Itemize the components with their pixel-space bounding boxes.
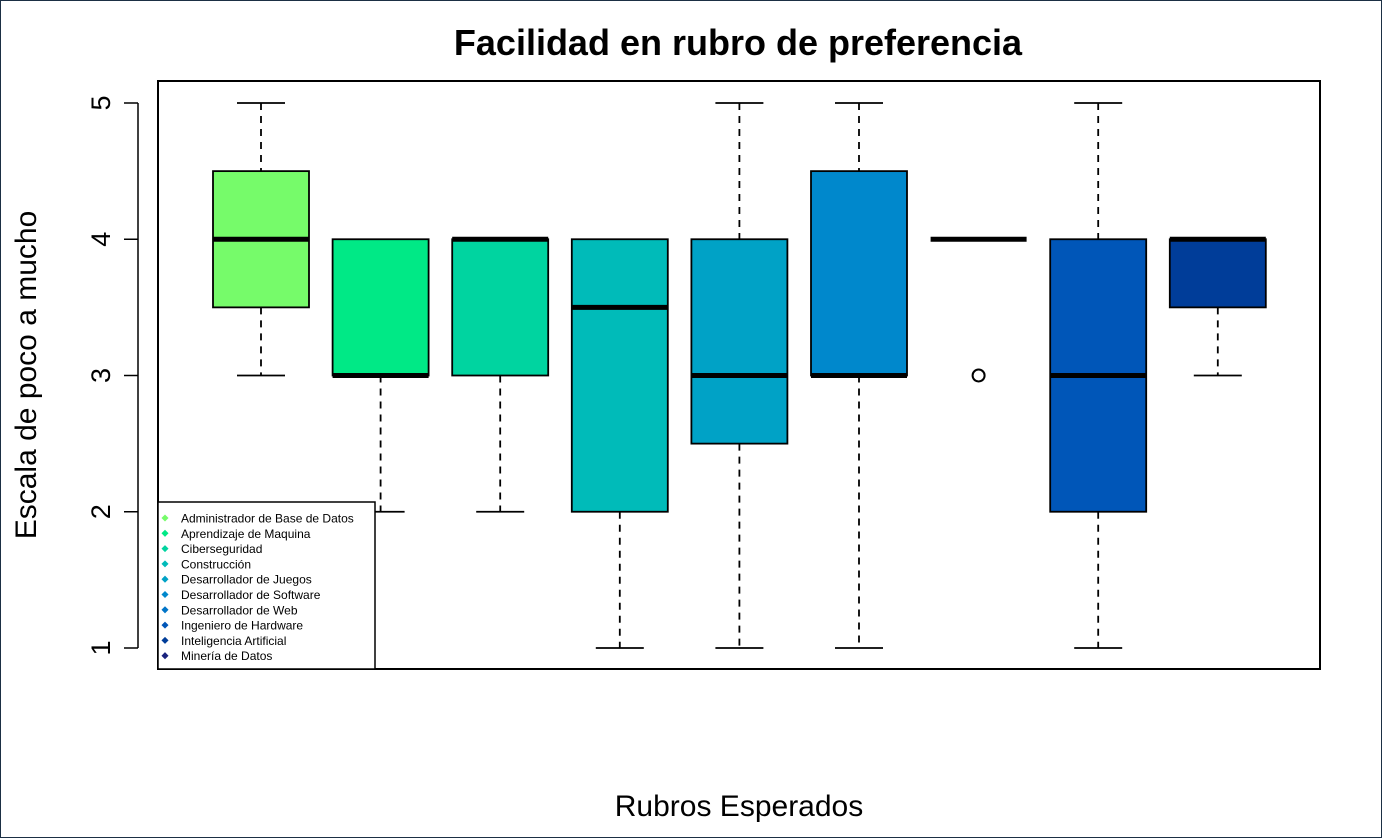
- box-8: [1049, 102, 1148, 649]
- y-tick-label-1: 1: [86, 640, 116, 655]
- legend-marker-9: [161, 636, 169, 644]
- y-axis-label: Escala de poco a mucho: [10, 211, 43, 540]
- box-3: [451, 236, 550, 513]
- chart-title: Facilidad en rubro de preferencia: [454, 22, 1023, 63]
- legend-label-8: Ingeniero de Hardware: [181, 619, 303, 633]
- y-tick-label-2: 2: [86, 504, 116, 519]
- plot-area-border: [157, 80, 1321, 670]
- legend-marker-2: [161, 529, 169, 537]
- box-body: [570, 238, 669, 513]
- legend-marker-4: [161, 560, 169, 568]
- legend-label-1: Administrador de Base de Datos: [181, 512, 354, 526]
- legend-label-9: Inteligencia Artificial: [181, 634, 286, 648]
- legend-marker-7: [161, 606, 169, 614]
- x-axis-label: Rubros Esperados: [615, 790, 863, 823]
- box-body: [810, 170, 908, 377]
- box-series: [212, 102, 1267, 649]
- y-tick-label-3: 3: [86, 368, 116, 383]
- box-4: [570, 238, 669, 649]
- box-6: [810, 102, 908, 649]
- legend-marker-5: [161, 575, 169, 583]
- legend-marker-1: [161, 514, 169, 522]
- box-body: [690, 238, 789, 445]
- box-9: [1168, 236, 1267, 377]
- box-1: [212, 102, 310, 377]
- legend-label-6: Desarrollador de Software: [181, 588, 321, 602]
- box-5: [690, 102, 789, 649]
- outlier-point: [971, 368, 986, 383]
- legend-marker-3: [161, 545, 169, 553]
- y-tick-label-4: 4: [86, 232, 116, 247]
- y-axis: 1 2 3 4 5: [86, 95, 139, 656]
- legend-label-5: Desarrollador de Juegos: [181, 573, 312, 587]
- legend-label-4: Construcción: [181, 557, 251, 571]
- legend-label-2: Aprendizaje de Maquina: [181, 527, 311, 541]
- legend: Administrador de Base de DatosAprendizaj…: [157, 501, 376, 670]
- legend-marker-6: [161, 590, 169, 599]
- y-tick-label-5: 5: [86, 95, 116, 110]
- legend-label-7: Desarrollador de Web: [181, 603, 298, 617]
- box-7: [930, 236, 1027, 383]
- legend-label-10: Minería de Datos: [181, 649, 272, 663]
- box-body: [331, 238, 430, 377]
- box-body: [1168, 238, 1267, 309]
- legend-marker-8: [161, 621, 169, 629]
- box-2: [331, 238, 430, 513]
- legend-marker-10: [161, 652, 169, 660]
- box-body: [451, 238, 550, 377]
- legend-box: [157, 501, 376, 670]
- legend-label-3: Ciberseguridad: [181, 542, 262, 556]
